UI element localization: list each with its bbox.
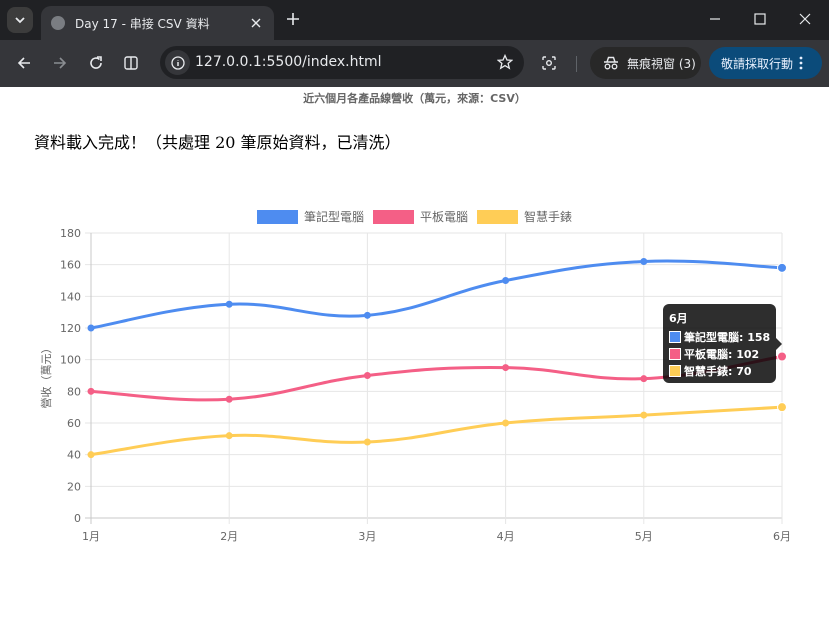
favicon-icon <box>51 16 65 30</box>
maximize-icon <box>754 13 766 25</box>
y-tick-label: 160 <box>60 259 81 272</box>
x-tick-label: 2月 <box>220 530 238 543</box>
chart-title: 近六個月各產品線營收（萬元，來源：CSV） <box>303 92 526 105</box>
plus-icon <box>287 13 299 25</box>
y-tick-label: 180 <box>60 227 81 240</box>
incognito-label: 無痕視窗 (3) <box>627 56 696 71</box>
tab-title: Day 17 - 串接 CSV 資料 <box>75 16 210 31</box>
maximize-button[interactable] <box>740 5 780 33</box>
minimize-button[interactable] <box>695 5 735 33</box>
tooltip-row: 智慧手錶: 70 <box>669 364 752 378</box>
y-tick-label: 20 <box>67 480 81 493</box>
close-icon <box>251 18 261 28</box>
data-point <box>502 277 510 284</box>
series-line <box>90 259 783 330</box>
tab-close-button[interactable] <box>248 15 264 31</box>
data-point <box>777 262 787 273</box>
y-tick-label: 120 <box>60 322 81 335</box>
legend-swatch <box>257 210 298 224</box>
x-tick-label: 6月 <box>773 530 791 543</box>
data-point <box>777 402 787 413</box>
data-point <box>502 364 510 372</box>
tab-search-button[interactable] <box>7 7 33 33</box>
bookmark-button[interactable] <box>496 53 514 71</box>
tooltip-row-text: 筆記型電腦: 158 <box>684 331 771 344</box>
split-view-icon <box>124 56 138 70</box>
y-tick-label: 0 <box>74 512 81 525</box>
y-tick-label: 80 <box>67 385 81 398</box>
y-tick-label: 60 <box>67 417 81 430</box>
x-tick-label: 3月 <box>358 530 376 543</box>
data-point <box>87 324 95 332</box>
data-point <box>640 258 648 265</box>
new-tab-button[interactable] <box>284 10 302 28</box>
active-tab[interactable]: Day 17 - 串接 CSV 資料 <box>41 6 274 40</box>
y-tick-label: 100 <box>60 354 81 367</box>
data-point <box>363 311 371 319</box>
data-point <box>87 451 95 459</box>
action-label: 敬請採取行動 <box>721 56 794 71</box>
browser-chrome: Day 17 - 串接 CSV 資料 <box>0 0 829 87</box>
chart-tooltip: 6月 筆記型電腦: 158 平板電腦: 102 智慧手錶: 70 <box>663 304 776 383</box>
legend-label: 筆記型電腦 <box>304 209 364 224</box>
y-tick-label: 140 <box>60 290 81 303</box>
url-text: 127.0.0.1:5500/index.html <box>195 54 382 70</box>
tooltip-swatch <box>669 365 681 377</box>
tooltip-swatch <box>669 331 681 343</box>
tooltip-row-text: 平板電腦: 102 <box>684 348 760 361</box>
back-icon <box>17 57 30 69</box>
site-info-button[interactable] <box>165 50 190 75</box>
site-info-icon <box>170 55 185 70</box>
data-point <box>225 395 233 403</box>
tooltip-title: 6月 <box>669 312 688 325</box>
reload-icon <box>90 56 102 69</box>
close-window-icon <box>799 13 811 25</box>
minimize-icon <box>710 18 720 20</box>
split-view-button[interactable] <box>119 51 143 75</box>
data-point <box>225 300 233 308</box>
data-point <box>777 351 787 362</box>
lens-icon <box>542 56 556 70</box>
forward-button[interactable] <box>48 51 72 75</box>
tooltip-caret <box>776 338 782 350</box>
tooltip-row: 平板電腦: 102 <box>669 347 759 361</box>
series-line <box>90 355 783 402</box>
star-icon <box>497 54 513 70</box>
close-window-button[interactable] <box>785 5 825 33</box>
toolbar: 127.0.0.1:5500/index.html 無痕視窗 (3) 敬請採取行… <box>0 40 829 87</box>
tooltip-row-text: 智慧手錶: 70 <box>684 365 752 378</box>
data-point <box>87 387 95 395</box>
status-message: 資料載入完成！（共處理 20 筆原始資料，已清洗） <box>34 133 401 152</box>
lens-button[interactable] <box>538 52 560 74</box>
x-tick-label: 1月 <box>82 530 100 543</box>
data-point <box>640 375 648 383</box>
back-button[interactable] <box>12 51 36 75</box>
address-bar[interactable]: 127.0.0.1:5500/index.html <box>160 46 524 79</box>
tooltip-row: 筆記型電腦: 158 <box>669 330 770 344</box>
legend-label: 智慧手錶 <box>524 209 572 224</box>
toolbar-divider <box>576 56 577 72</box>
legend-swatch <box>373 210 414 224</box>
action-button[interactable]: 敬請採取行動 <box>709 47 822 79</box>
tooltip-swatch <box>669 348 681 360</box>
series-line <box>90 405 783 457</box>
data-point <box>640 411 648 419</box>
tab-strip: Day 17 - 串接 CSV 資料 <box>0 0 829 40</box>
data-point <box>502 419 510 427</box>
x-tick-label: 5月 <box>635 530 653 543</box>
y-axis-label: 營收（萬元） <box>39 343 53 409</box>
forward-icon <box>54 57 67 69</box>
incognito-icon <box>604 56 618 70</box>
legend-label: 平板電腦 <box>420 209 468 224</box>
y-tick-label: 40 <box>67 449 81 462</box>
x-tick-label: 4月 <box>497 530 515 543</box>
data-point <box>363 438 371 446</box>
more-icon <box>799 56 803 70</box>
legend-swatch <box>477 210 518 224</box>
incognito-button[interactable]: 無痕視窗 (3) <box>590 47 701 79</box>
reload-button[interactable] <box>84 51 108 75</box>
tab-search-icon <box>15 17 25 24</box>
data-point <box>225 432 233 440</box>
data-point <box>363 372 371 379</box>
